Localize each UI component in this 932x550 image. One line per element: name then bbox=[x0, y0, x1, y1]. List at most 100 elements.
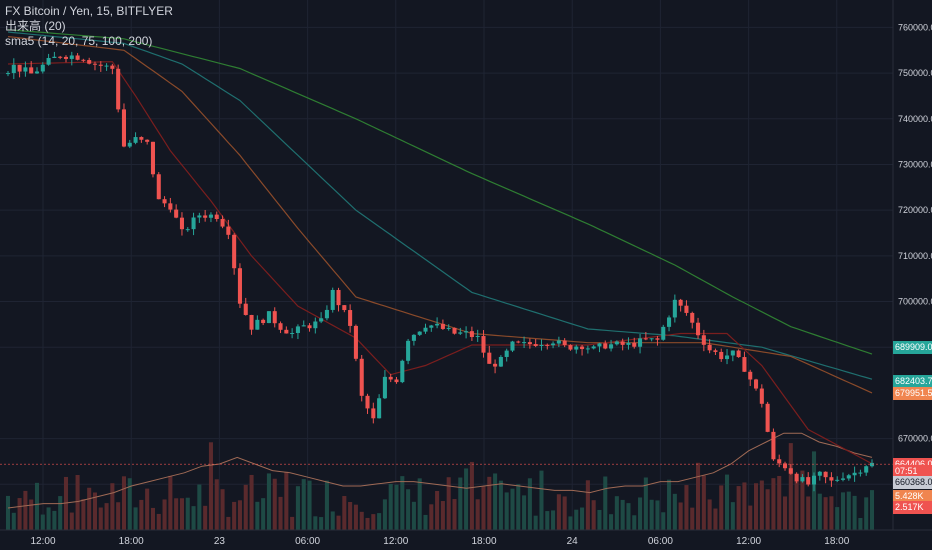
candle-body bbox=[220, 219, 225, 227]
candle-body bbox=[226, 226, 231, 235]
volume-bar bbox=[545, 511, 550, 530]
candle-body bbox=[493, 363, 498, 367]
candle-body bbox=[191, 217, 196, 230]
candle-body bbox=[585, 348, 590, 350]
volume-bar bbox=[46, 507, 51, 530]
candle-body bbox=[771, 431, 776, 460]
candle-body bbox=[272, 311, 277, 324]
volume-bar bbox=[290, 516, 295, 530]
price-tick-label: 670000.00 bbox=[898, 434, 932, 444]
volume-bar bbox=[150, 507, 155, 530]
volume-bar bbox=[23, 490, 28, 530]
volume-bar bbox=[643, 477, 648, 530]
volume-bar bbox=[81, 499, 86, 530]
candle-body bbox=[533, 344, 538, 347]
candle-body bbox=[498, 356, 503, 367]
price-tick-label: 730000.00 bbox=[898, 159, 932, 169]
volume-bar bbox=[574, 509, 579, 530]
volume-bar bbox=[336, 515, 341, 530]
candle-body bbox=[150, 141, 155, 175]
volume-bar bbox=[620, 499, 625, 530]
candle-body bbox=[701, 335, 706, 345]
volume-bar bbox=[226, 516, 231, 530]
volume-bar bbox=[661, 512, 666, 530]
volume-bar bbox=[58, 496, 63, 530]
volume-bar bbox=[104, 503, 109, 530]
volume-bar bbox=[440, 501, 445, 530]
volume-bar bbox=[713, 508, 718, 530]
candle-body bbox=[156, 174, 161, 200]
candle-body bbox=[736, 350, 741, 358]
volume-bar bbox=[92, 492, 98, 530]
price-tag: 2.517K bbox=[893, 500, 932, 514]
volume-bar bbox=[307, 480, 312, 530]
candle-body bbox=[11, 64, 16, 74]
volume-bar bbox=[585, 480, 590, 530]
volume-bar bbox=[145, 488, 150, 530]
volume-legend: 出来高 (20) bbox=[5, 19, 66, 33]
candle-body bbox=[545, 344, 550, 346]
candle-body bbox=[5, 73, 11, 75]
volume-bar bbox=[458, 477, 463, 530]
candle-body bbox=[249, 314, 254, 330]
candle-body bbox=[725, 355, 730, 360]
price-axis-labels: 760000.00 750000.00 740000.00 730000.00 7200… bbox=[898, 22, 932, 489]
candle-body bbox=[69, 55, 74, 59]
volume-bar bbox=[840, 492, 846, 530]
volume-bar bbox=[498, 480, 503, 530]
price-tick-label: 740000.00 bbox=[898, 114, 932, 124]
candle-body bbox=[324, 309, 329, 319]
candle-body bbox=[638, 338, 643, 347]
volume-bar bbox=[133, 507, 138, 530]
candle-body bbox=[266, 311, 271, 324]
volume-bar bbox=[87, 487, 92, 530]
volume-bar bbox=[295, 486, 300, 530]
volume-bar bbox=[771, 478, 776, 530]
candle-body bbox=[614, 341, 619, 345]
volume-bar bbox=[266, 473, 271, 530]
volume-bar bbox=[696, 462, 701, 530]
volume-bar bbox=[580, 507, 585, 530]
candle-body bbox=[661, 326, 666, 340]
volume-bar bbox=[121, 476, 127, 530]
volume-bar bbox=[17, 498, 22, 530]
candle-body bbox=[835, 479, 840, 481]
candle-body bbox=[516, 341, 521, 343]
volume-bar bbox=[127, 478, 132, 530]
candle-body bbox=[869, 462, 875, 467]
volume-bar bbox=[429, 504, 434, 530]
volume-bar bbox=[179, 498, 184, 530]
sma-20-line bbox=[7, 61, 873, 465]
volume-bar bbox=[672, 493, 677, 530]
volume-ma-line bbox=[7, 432, 873, 509]
sma-75-line bbox=[7, 36, 873, 394]
candle-body bbox=[753, 379, 759, 389]
volume-bar bbox=[220, 489, 225, 530]
candle-body bbox=[23, 67, 28, 72]
candle-body bbox=[145, 139, 150, 142]
volume-bar bbox=[632, 515, 637, 530]
candle-body bbox=[81, 59, 86, 61]
candle-body bbox=[759, 388, 764, 404]
candle-body bbox=[243, 303, 248, 315]
time-tick-label: 12:00 bbox=[383, 536, 408, 547]
candle-body bbox=[40, 64, 45, 72]
volume-bar bbox=[835, 507, 840, 530]
candle-body bbox=[295, 326, 300, 334]
volume-bar bbox=[765, 489, 770, 530]
candle-body bbox=[185, 229, 190, 231]
candle-body bbox=[75, 55, 80, 60]
volume-bar bbox=[139, 499, 144, 530]
candle-body bbox=[313, 321, 318, 329]
candle-body bbox=[46, 57, 51, 65]
volume-bar bbox=[597, 509, 602, 530]
candle-body bbox=[504, 350, 509, 357]
volume-bar bbox=[701, 475, 706, 530]
price-tag: 682403.75 bbox=[893, 375, 932, 389]
candle-body bbox=[237, 268, 242, 304]
volume-bar bbox=[388, 483, 393, 530]
candle-body bbox=[713, 350, 718, 352]
volume-bar bbox=[214, 479, 219, 530]
candle-body bbox=[696, 322, 701, 336]
